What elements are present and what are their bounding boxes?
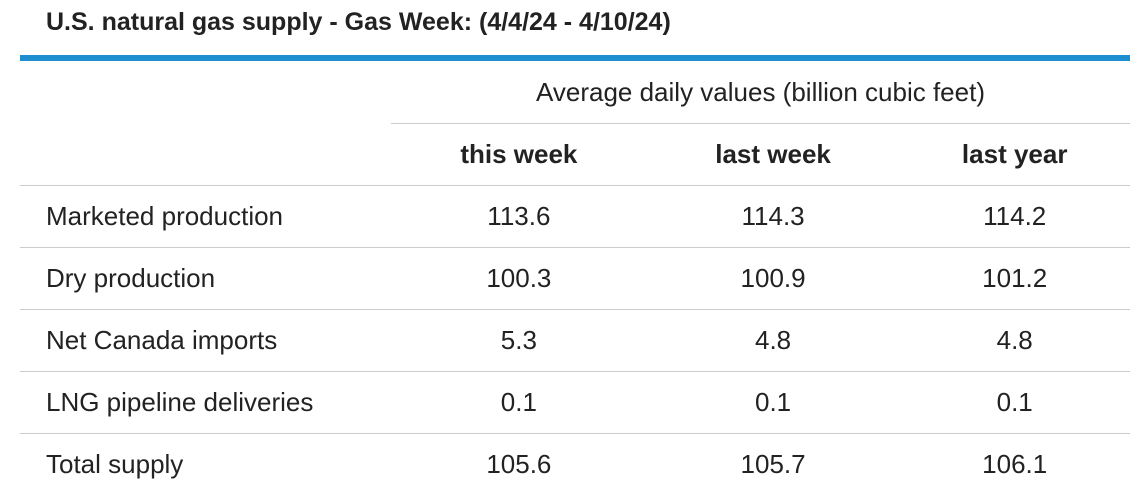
cell-value: 105.7	[647, 434, 900, 495]
cell-value: 106.1	[899, 434, 1130, 495]
title-rule	[20, 55, 1130, 61]
cell-value: 4.8	[899, 310, 1130, 372]
group-header: Average daily values (billion cubic feet…	[391, 62, 1130, 124]
cell-value: 105.6	[391, 434, 647, 495]
column-header: last week	[647, 124, 900, 186]
row-label: Marketed production	[20, 186, 391, 248]
cell-value: 0.1	[391, 372, 647, 434]
blank	[20, 62, 391, 124]
cell-value: 113.6	[391, 186, 647, 248]
cell-value: 0.1	[647, 372, 900, 434]
cell-value: 100.3	[391, 248, 647, 310]
blank	[20, 124, 391, 186]
cell-value: 100.9	[647, 248, 900, 310]
column-header: last year	[899, 124, 1130, 186]
cell-value: 114.2	[899, 186, 1130, 248]
row-label: Dry production	[20, 248, 391, 310]
cell-value: 114.3	[647, 186, 900, 248]
cell-value: 101.2	[899, 248, 1130, 310]
row-label: Net Canada imports	[20, 310, 391, 372]
row-label: LNG pipeline deliveries	[20, 372, 391, 434]
title: U.S. natural gas supply - Gas Week: (4/4…	[46, 8, 671, 37]
cell-value: 4.8	[647, 310, 900, 372]
row-label: Total supply	[20, 434, 391, 495]
column-header: this week	[391, 124, 647, 186]
cell-value: 5.3	[391, 310, 647, 372]
cell-value: 0.1	[899, 372, 1130, 434]
supply-table: Average daily values (billion cubic feet…	[20, 62, 1130, 495]
